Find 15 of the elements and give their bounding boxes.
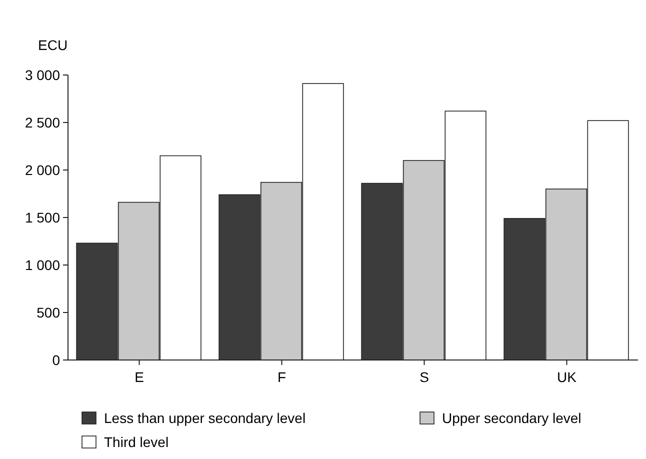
y-tick-label: 1 500 bbox=[24, 209, 60, 226]
y-tick-label: 2 500 bbox=[24, 114, 60, 130]
y-tick-label: 0 bbox=[52, 352, 60, 368]
x-tick-label: F bbox=[277, 369, 286, 385]
x-tick-label: S bbox=[420, 369, 429, 385]
y-tick-label: 500 bbox=[36, 304, 60, 320]
x-tick-label: E bbox=[134, 369, 144, 385]
y-tick-label: 1 000 bbox=[24, 256, 60, 273]
y-tick-label: 2 000 bbox=[24, 162, 60, 178]
legend-label: Less than upper secondary level bbox=[104, 410, 306, 426]
y-tick-label: 3 000 bbox=[24, 66, 60, 83]
legend-label: Third level bbox=[104, 434, 169, 450]
legend-label: Upper secondary level bbox=[442, 410, 582, 426]
y-axis-title: ECU bbox=[38, 37, 68, 53]
x-tick-label: UK bbox=[557, 369, 578, 385]
